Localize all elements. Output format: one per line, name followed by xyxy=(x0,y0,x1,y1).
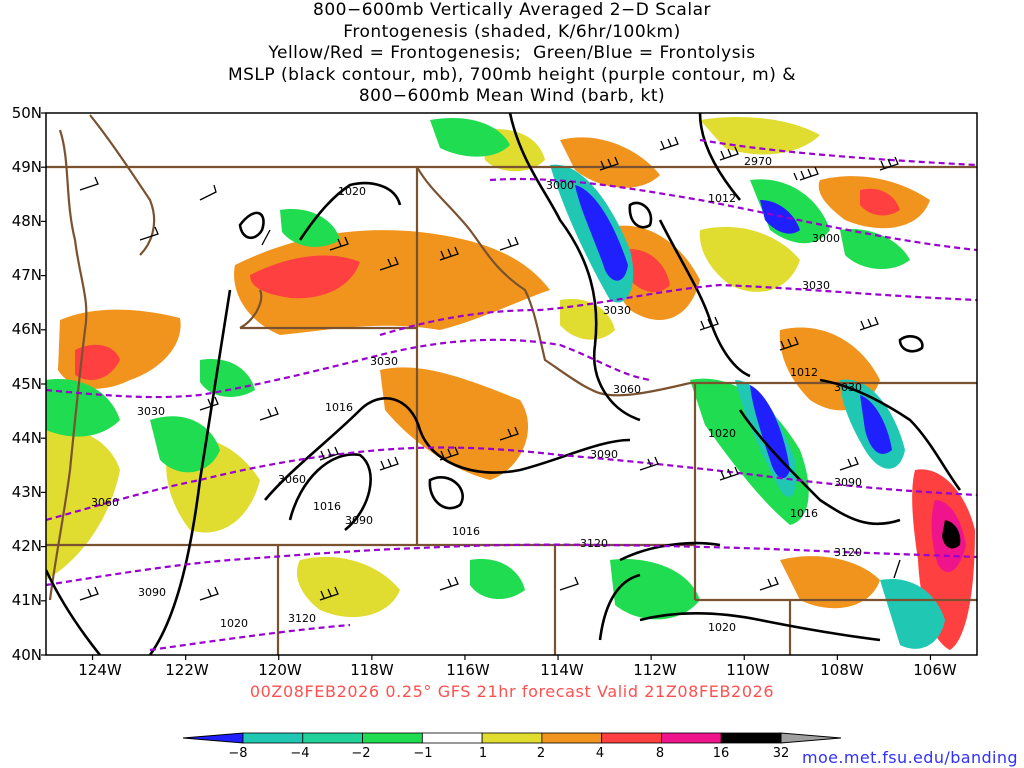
lat-label: 50N xyxy=(11,104,42,122)
frontogenesis-shading xyxy=(46,116,975,650)
lon-label: 112W xyxy=(633,661,677,679)
colorbar-label: 1 xyxy=(478,746,488,761)
title-line-2: Frontogenesis (shaded, K/6hr/100km) xyxy=(343,21,681,42)
source-url[interactable]: moe.met.fsu.edu/banding xyxy=(801,748,1018,767)
height-label: 3030 xyxy=(370,355,398,368)
political-borders xyxy=(46,114,977,655)
height-label: 3090 xyxy=(138,586,166,599)
height-label: 3030 xyxy=(603,304,631,317)
colorbar-right-arrow xyxy=(780,732,842,744)
colorbar-label: −2 xyxy=(351,746,371,761)
height-label: 3000 xyxy=(546,179,574,192)
colorbar-box xyxy=(601,732,662,744)
colorbar-box xyxy=(362,732,423,744)
axis-ticks xyxy=(41,112,932,660)
height-label: 3060 xyxy=(278,473,306,486)
mslp-contours xyxy=(46,113,962,655)
height-label: 3060 xyxy=(91,496,119,509)
mslp-label: 1016 xyxy=(313,500,341,513)
colorbar-label: −8 xyxy=(228,746,248,761)
title-line-3: Yellow/Red = Frontogenesis; Green/Blue =… xyxy=(268,43,756,63)
height-label: 3120 xyxy=(834,546,862,559)
colorbar-box xyxy=(720,732,782,744)
contour-labels: 1020 1012 1012 1016 1016 1016 1020 1016 … xyxy=(91,155,862,634)
colorbar-box xyxy=(242,732,304,744)
plot-title: 800−600mb Vertically Averaged 2−D Scalar… xyxy=(0,0,1024,108)
height-label: 3090 xyxy=(345,514,373,527)
lat-label: 41N xyxy=(11,591,42,609)
mslp-label: 1016 xyxy=(452,525,480,538)
mslp-label: 1012 xyxy=(708,192,736,205)
lon-label: 106W xyxy=(913,661,957,679)
mslp-label: 1020 xyxy=(220,617,248,630)
height-label: 3090 xyxy=(590,448,618,461)
lon-label: 110W xyxy=(726,661,770,679)
height-label: 3030 xyxy=(802,279,830,292)
lon-label: 120W xyxy=(258,661,302,679)
colorbar-label: 32 xyxy=(772,746,790,761)
height-label: 3000 xyxy=(812,232,840,245)
height-label: 3120 xyxy=(288,612,316,625)
title-line-4: MSLP (black contour, mb), 700mb height (… xyxy=(227,64,797,85)
colorbar-label: 8 xyxy=(655,746,665,761)
colorbar-box xyxy=(541,732,603,744)
lon-label: 114W xyxy=(540,661,584,679)
frontolysis-shading xyxy=(46,117,945,649)
mslp-label: 1020 xyxy=(338,185,366,198)
colorbar-box xyxy=(661,732,722,744)
lat-label: 45N xyxy=(11,375,42,393)
height-label: 3120 xyxy=(580,537,608,550)
colorbar xyxy=(182,732,842,744)
height-label: 3030 xyxy=(834,381,862,394)
colorbar-label: 16 xyxy=(712,746,730,761)
mslp-label: 1012 xyxy=(790,366,818,379)
colorbar-label: 2 xyxy=(536,746,546,761)
height-label: 3060 xyxy=(613,383,641,396)
mslp-label: 1020 xyxy=(708,427,736,440)
forecast-valid-time: 00Z08FEB2026 0.25° GFS 21hr forecast Val… xyxy=(249,682,775,701)
colorbar-label: −1 xyxy=(413,746,433,761)
lat-label: 47N xyxy=(11,266,42,284)
mslp-label: 1016 xyxy=(790,507,818,520)
lon-label: 116W xyxy=(446,661,490,679)
colorbar-label: −4 xyxy=(290,746,310,761)
lat-label: 40N xyxy=(11,646,42,664)
colorbar-box xyxy=(421,732,483,744)
mslp-label: 1020 xyxy=(708,621,736,634)
lat-label: 49N xyxy=(11,158,42,176)
height-label: 3090 xyxy=(834,476,862,489)
colorbar-left-arrow xyxy=(182,732,244,744)
height-label: 3030 xyxy=(137,405,165,418)
wind-barbs xyxy=(79,136,901,601)
height-contours xyxy=(46,138,977,652)
title-line-1: 800−600mb Vertically Averaged 2−D Scalar xyxy=(313,0,711,20)
lon-label: 122W xyxy=(165,661,209,679)
mslp-label: 1016 xyxy=(325,401,353,414)
lon-label: 118W xyxy=(350,661,394,679)
lat-label: 48N xyxy=(11,212,42,230)
colorbar-box xyxy=(481,732,543,744)
lat-label: 42N xyxy=(11,537,42,555)
lat-label: 44N xyxy=(11,429,42,447)
height-label: 2970 xyxy=(744,155,772,168)
lat-label: 43N xyxy=(11,483,42,501)
lon-label: 124W xyxy=(78,661,122,679)
title-line-5: 800−600mb Mean Wind (barb, kt) xyxy=(358,86,666,106)
colorbar-box xyxy=(302,732,363,744)
lat-label: 46N xyxy=(11,320,42,338)
colorbar-label: 4 xyxy=(595,746,605,761)
lon-label: 108W xyxy=(820,661,864,679)
